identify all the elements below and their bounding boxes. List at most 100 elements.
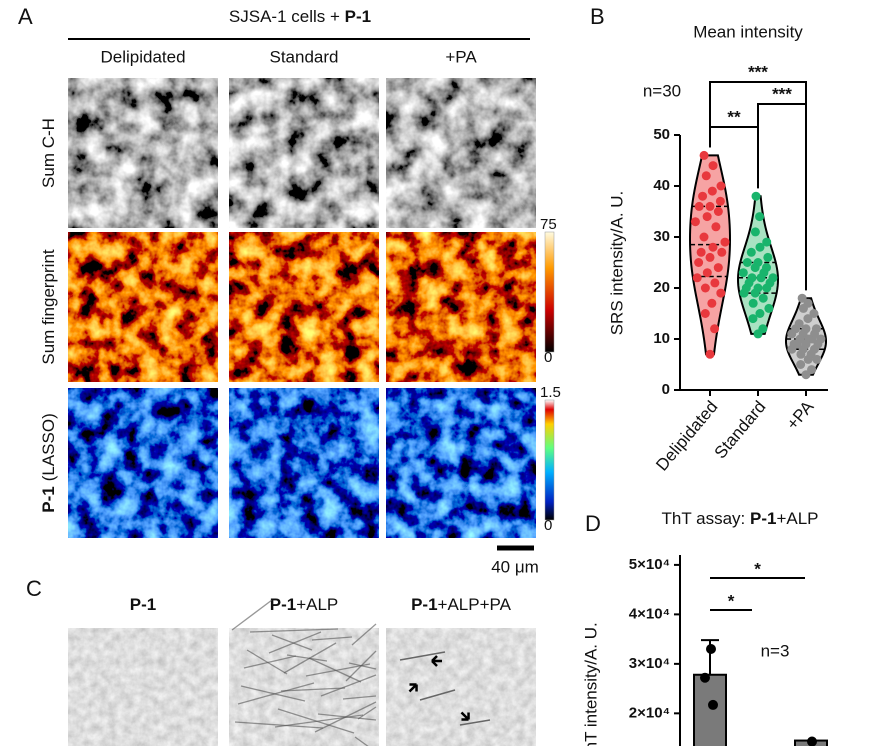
fiber: [311, 636, 353, 641]
data-point: [699, 232, 709, 242]
fiber: [351, 623, 377, 646]
data-point: [803, 314, 813, 324]
data-point: [750, 227, 760, 237]
data-point: [755, 242, 765, 252]
row-label: P-1 (LASSO): [39, 413, 58, 513]
y-axis-label: ThT intensity/A. U.: [581, 622, 600, 746]
column-label: P-1+ALP: [270, 595, 339, 614]
data-point: [705, 201, 715, 211]
significance-label: **: [727, 107, 741, 126]
x-tick-label: +PA: [783, 397, 818, 434]
chart-title-part: ThT assay:: [661, 509, 750, 528]
data-point: [720, 237, 730, 247]
significance-label: *: [754, 559, 761, 578]
data-point: [787, 344, 797, 354]
arrow: [460, 711, 470, 721]
data-point: [746, 247, 756, 257]
panel-label: C: [26, 576, 42, 601]
y-tick-label: 4×10⁴: [629, 605, 670, 622]
fiber: [243, 655, 297, 669]
micrograph: [229, 232, 379, 382]
data-point: [702, 268, 712, 278]
chart-title-part: +ALP: [776, 509, 818, 528]
data-point: [694, 201, 704, 211]
data-point: [700, 283, 710, 293]
header-part: P-1: [345, 7, 371, 26]
row-label-part: Sum fingerprint: [39, 249, 58, 365]
y-tick-label: 0: [662, 381, 670, 398]
row-label: Sum C-H: [39, 118, 58, 188]
data-point: [700, 309, 710, 318]
column-label: +PA: [445, 47, 477, 66]
data-point: [762, 237, 772, 247]
chart-title: ThT assay: P-1+ALP: [661, 509, 818, 528]
fiber: [419, 689, 456, 701]
y-tick-label: 2×10⁴: [629, 704, 670, 721]
fiber: [317, 713, 377, 721]
column-label-part: +ALP: [296, 595, 338, 614]
annotation: n=30: [643, 81, 681, 100]
data-point: [705, 349, 715, 359]
data-point: [716, 288, 726, 298]
fiber: [277, 708, 355, 734]
data-point: [706, 644, 716, 655]
data-point: [751, 191, 761, 201]
data-point: [753, 329, 763, 339]
colorbar-max: 75: [540, 216, 557, 233]
data-point: [803, 354, 813, 364]
micrograph: [68, 388, 218, 538]
colorbar-min: 0: [544, 517, 552, 534]
data-point: [711, 222, 721, 232]
data-point: [738, 268, 748, 278]
data-point: [742, 258, 752, 267]
data-point: [755, 309, 765, 318]
column-label-part: +ALP+PA: [438, 595, 512, 614]
fiber: [237, 682, 315, 705]
fiber: [348, 662, 377, 670]
data-point: [700, 672, 710, 683]
scale-bar-label: 40 μm: [491, 557, 539, 576]
data-point: [713, 207, 723, 216]
data-point: [801, 370, 811, 380]
column-label-part: P-1: [130, 595, 156, 614]
fiber: [280, 687, 346, 692]
fiber: [308, 657, 362, 683]
row-label: Sum fingerprint: [39, 249, 58, 365]
y-tick-label: 50: [653, 126, 670, 143]
column-label: P-1+ALP+PA: [411, 595, 512, 614]
fiber: [354, 736, 369, 746]
colorbar: [544, 399, 555, 521]
data-point: [763, 252, 773, 262]
y-tick-label: 10: [653, 330, 670, 347]
row-label-part: (LASSO): [39, 413, 58, 481]
data-point: [748, 314, 758, 324]
y-tick-label: 3×10⁴: [629, 655, 670, 672]
fiber: [271, 634, 313, 651]
panel-label: D: [585, 511, 601, 536]
data-point: [796, 360, 806, 369]
fiber: [240, 685, 306, 702]
data-point: [708, 242, 718, 252]
fiber: [249, 628, 339, 633]
x-tick-label: Delipidated: [652, 397, 721, 474]
chart-title-part: P-1: [750, 509, 776, 528]
data-point: [755, 212, 765, 222]
data-point: [750, 263, 760, 273]
data-point: [762, 283, 772, 293]
y-tick-label: 5×10⁴: [629, 556, 670, 573]
column-label: P-1: [130, 595, 156, 614]
fiber: [268, 631, 322, 654]
data-point: [713, 263, 723, 273]
header-part: SJSA-1 cells +: [229, 7, 345, 26]
row-label-part: P-1: [39, 486, 58, 512]
fiber: [357, 706, 377, 720]
chart-title: Mean intensity: [693, 22, 803, 41]
data-point: [809, 309, 819, 318]
data-point: [797, 293, 807, 303]
micrograph: [68, 78, 218, 228]
fiber: [246, 649, 288, 675]
micrograph: [386, 232, 536, 382]
significance-bracket: [709, 81, 807, 291]
y-axis-label: SRS intensity/A. U.: [607, 191, 626, 336]
